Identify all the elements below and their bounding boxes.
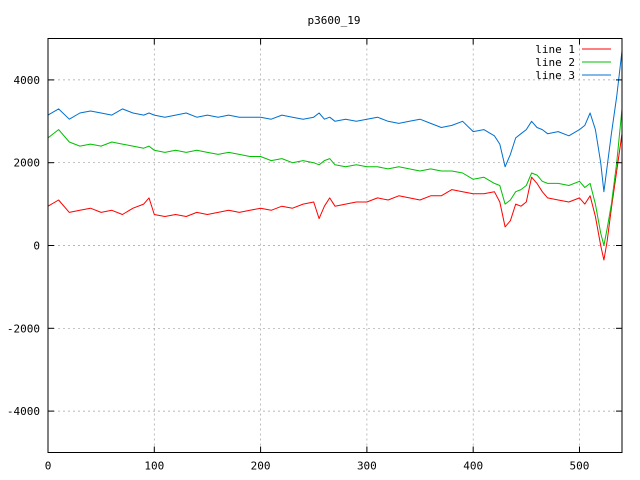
x-tick-label: 100 bbox=[144, 460, 164, 473]
x-tick-label: 200 bbox=[251, 460, 271, 473]
chart-title: p3600_19 bbox=[308, 14, 361, 27]
axis-ticks bbox=[47, 38, 622, 453]
x-tick-label: 400 bbox=[463, 460, 483, 473]
series-line-1 bbox=[47, 133, 623, 261]
y-tick-label: 0 bbox=[33, 240, 40, 253]
y-tick-label: 2000 bbox=[14, 157, 41, 170]
x-tick-label: 500 bbox=[570, 460, 590, 473]
y-axis-tick-labels: -4000 -2000 0 2000 4000 bbox=[7, 74, 40, 418]
x-tick-label: 0 bbox=[45, 460, 52, 473]
x-axis-tick-labels: 0 100 200 300 400 500 bbox=[45, 460, 590, 473]
legend-label-1: line 1 bbox=[535, 43, 575, 56]
plot-frame bbox=[47, 38, 623, 453]
series-line-2 bbox=[47, 108, 623, 246]
y-tick-label: -2000 bbox=[7, 322, 40, 335]
legend-label-2: line 2 bbox=[535, 56, 575, 69]
x-tick-label: 300 bbox=[357, 460, 377, 473]
legend-label-3: line 3 bbox=[535, 69, 575, 82]
grid-lines bbox=[48, 38, 622, 453]
data-series bbox=[47, 50, 623, 261]
y-tick-label: 4000 bbox=[14, 74, 41, 87]
series-line-3 bbox=[47, 50, 623, 193]
y-tick-label: -4000 bbox=[7, 405, 40, 418]
